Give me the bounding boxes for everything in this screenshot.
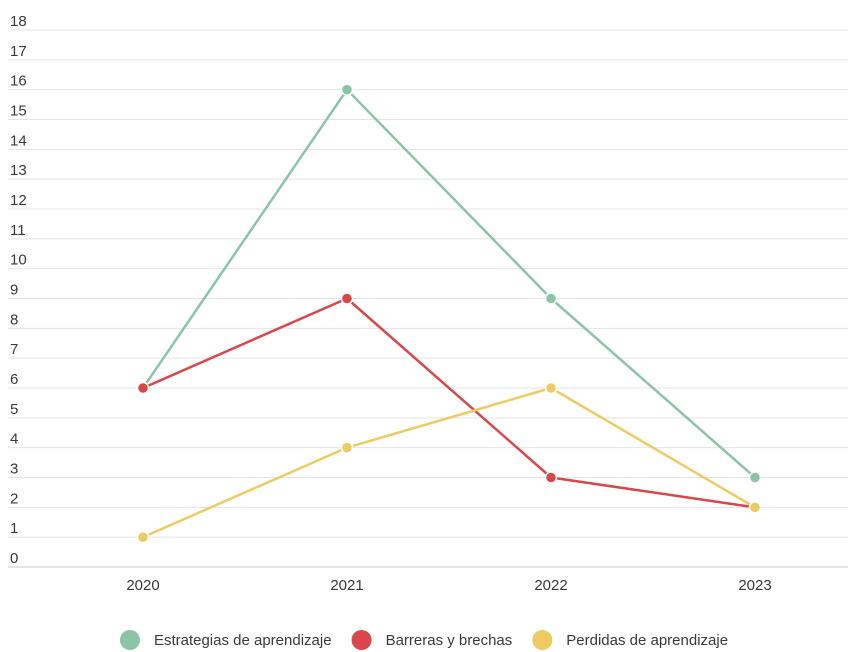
y-tick-label: 1 [10,520,18,537]
y-tick-label: 15 [10,103,27,120]
y-tick-label: 18 [10,13,27,30]
y-tick-label: 6 [10,371,18,388]
y-tick-label: 12 [10,192,27,209]
y-tick-label: 14 [10,132,27,149]
legend-label: Perdidas de aprendizaje [566,632,728,649]
data-point[interactable] [544,292,558,305]
series-line [142,386,756,539]
y-tick-label: 8 [10,311,18,328]
x-axis-ticks: 2020 2021 2022 2023 [126,577,771,594]
data-point[interactable] [544,381,558,395]
y-tick-label: 9 [10,282,18,299]
y-tick-label: 11 [10,222,26,239]
x-tick-label: 2020 [126,577,159,594]
y-tick-label: 4 [10,431,18,448]
data-point[interactable] [544,471,558,484]
x-tick-label: 2022 [534,577,567,594]
series [136,83,762,484]
y-tick-label: 7 [10,341,18,358]
data-point[interactable] [136,381,150,395]
y-tick-label: 2 [10,490,18,507]
data-point[interactable] [340,83,354,96]
y-tick-label: 10 [10,252,27,269]
legend-item[interactable]: Estrategias de aprendizaje [119,630,332,650]
series-lines [136,83,762,544]
x-tick-label: 2023 [738,577,771,594]
data-point[interactable] [340,292,354,305]
series [136,292,762,514]
data-point[interactable] [136,530,150,544]
data-point[interactable] [340,441,354,454]
legend-marker [532,630,553,650]
series-line [142,297,756,509]
legend: Estrategias de aprendizaje Barreras y bre… [119,630,728,650]
legend-item[interactable]: Perdidas de aprendizaje [532,630,728,650]
data-point[interactable] [748,501,762,514]
x-tick-label: 2021 [330,577,363,594]
y-tick-label: 5 [10,401,18,418]
y-tick-label: 13 [10,162,27,179]
grid [8,29,848,568]
y-tick-label: 16 [10,73,27,90]
y-tick-label: 0 [10,550,18,567]
series [136,381,762,544]
legend-label: Barreras y brechas [386,632,513,649]
y-tick-label: 17 [10,43,27,60]
legend-label: Estrategias de aprendizaje [154,632,332,649]
legend-marker [119,630,140,650]
legend-marker [351,630,372,650]
y-tick-label: 3 [10,461,18,478]
data-point[interactable] [748,471,762,484]
legend-item[interactable]: Barreras y brechas [351,630,513,650]
series-line [141,88,756,479]
